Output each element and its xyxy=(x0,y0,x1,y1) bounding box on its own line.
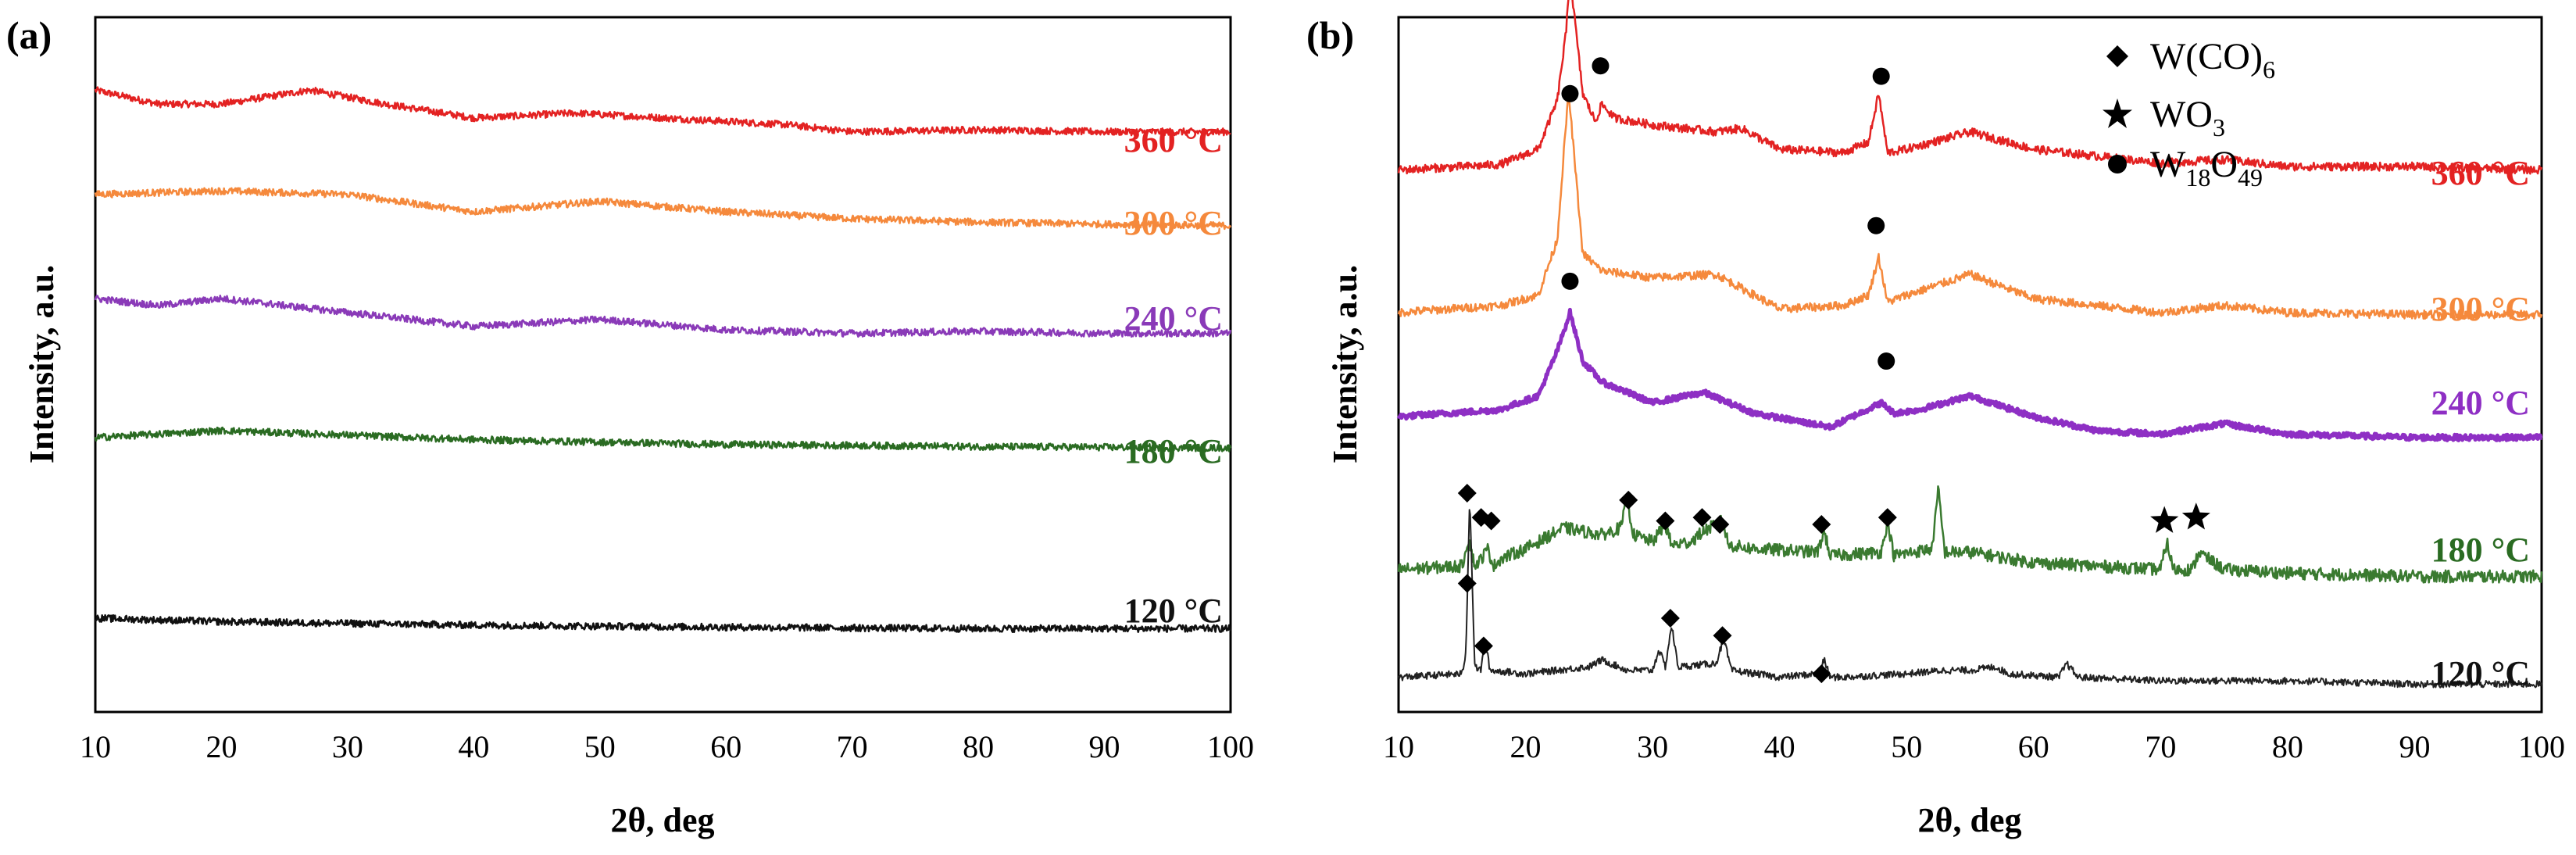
panel-b-label-360: 360 °C xyxy=(2431,154,2530,192)
phase-marker-diamond-icon xyxy=(1713,626,1732,646)
phase-marker-circle-icon xyxy=(1561,272,1579,290)
phase-marker-diamond-icon xyxy=(1878,508,1897,528)
panel-b-series-240C xyxy=(1396,307,2543,442)
phase-marker-circle-icon xyxy=(1867,216,1885,234)
panel-b-label-300: 300 °C xyxy=(2431,290,2530,328)
phase-marker-diamond-icon xyxy=(1812,664,1831,684)
panel-b-label-180: 180 °C xyxy=(2431,531,2530,569)
panel-a-x-tick-100: 100 xyxy=(1207,729,1254,764)
phase-marker-diamond-icon xyxy=(1692,508,1712,528)
panel-b-x-tick-90: 90 xyxy=(2399,729,2430,764)
panel-b-series-300C xyxy=(1397,94,2543,320)
phase-marker-diamond-icon xyxy=(1474,636,1493,656)
panel-b-x-tick-20: 20 xyxy=(1510,729,1542,764)
panel-b-x-tick-labels: 10 20 30 40 50 60 70 80 90 100 xyxy=(1383,729,2565,764)
panel-b-x-axis-title: 2θ, deg xyxy=(1918,801,2022,839)
panel-a-label-300: 300 °C xyxy=(1124,204,1223,242)
phase-marker-diamond-icon xyxy=(1812,514,1831,534)
panel-b-series-group xyxy=(1396,0,2543,689)
phase-marker-diamond-icon xyxy=(1656,511,1675,531)
panel-a-x-tick-labels: 10 20 30 40 50 60 70 80 90 100 xyxy=(80,729,1254,764)
panel-b-series-120C xyxy=(1398,509,2542,689)
legend-label-wo3: WO3 xyxy=(2150,94,2225,141)
panel-b-x-tick-100: 100 xyxy=(2518,729,2565,764)
panel-b-x-tick-40: 40 xyxy=(1764,729,1795,764)
panel-a-series-120C xyxy=(94,614,1232,633)
panel-a-label-240: 240 °C xyxy=(1124,299,1223,338)
panel-b-y-axis-title: Intensity, a.u. xyxy=(1326,265,1364,463)
panel-a-x-tick-10: 10 xyxy=(80,729,111,764)
panel-b-x-tick-70: 70 xyxy=(2145,729,2176,764)
phase-marker-diamond-icon xyxy=(1457,574,1477,593)
panel-b-x-tick-80: 80 xyxy=(2272,729,2303,764)
panel-a: (a) 10 20 30 40 50 60 70 80 90 100 2θ, deg Intens… xyxy=(6,13,1254,839)
panel-a-plot-area xyxy=(94,16,1232,714)
panel-a-y-axis-title: Intensity, a.u. xyxy=(23,265,61,463)
panel-a-x-tick-70: 70 xyxy=(837,729,868,764)
panel-a-x-axis-title: 2θ, deg xyxy=(611,801,715,839)
panel-b-letter: (b) xyxy=(1306,13,1354,57)
panel-a-x-tick-20: 20 xyxy=(205,729,237,764)
phase-marker-circle-icon xyxy=(1561,84,1579,102)
panel-b-x-tick-30: 30 xyxy=(1637,729,1668,764)
panel-a-series-300C xyxy=(94,187,1232,231)
panel-a-series-180C xyxy=(94,426,1232,453)
panel-b-x-tick-10: 10 xyxy=(1383,729,1414,764)
panel-a-x-tick-50: 50 xyxy=(584,729,616,764)
phase-marker-star-icon xyxy=(2181,503,2210,530)
panel-b-phase-markers xyxy=(1457,57,2210,684)
panel-b-series-360C xyxy=(1397,0,2543,175)
panel-a-x-tick-60: 60 xyxy=(710,729,741,764)
phase-marker-circle-icon xyxy=(1878,352,1895,370)
legend-star-icon xyxy=(2103,98,2132,128)
legend-label-w18o49: W18O49 xyxy=(2150,144,2263,191)
panel-b-x-tick-60: 60 xyxy=(2018,729,2049,764)
panel-a-x-tick-90: 90 xyxy=(1089,729,1120,764)
panel-a-x-tick-40: 40 xyxy=(458,729,489,764)
phase-marker-diamond-icon xyxy=(1619,490,1638,510)
panel-a-series-240C xyxy=(94,295,1232,338)
legend-circle-icon xyxy=(2108,155,2127,174)
panel-a-x-tick-80: 80 xyxy=(963,729,994,764)
panel-a-label-180: 180 °C xyxy=(1124,432,1223,470)
panel-a-label-120: 120 °C xyxy=(1124,592,1223,630)
panel-a-series-group xyxy=(94,86,1232,633)
panel-a-letter: (a) xyxy=(6,13,52,57)
phase-marker-star-icon xyxy=(2150,506,2179,533)
phase-marker-diamond-icon xyxy=(1710,514,1730,534)
panel-b-legend: W(CO)6 WO3 W18O49 xyxy=(2103,36,2275,191)
phase-marker-diamond-icon xyxy=(1481,511,1501,531)
panel-b-label-120: 120 °C xyxy=(2431,654,2530,692)
panel-b-x-tick-50: 50 xyxy=(1891,729,1922,764)
panel-b: (b) 10 20 30 40 50 60 70 80 90 100 2θ, deg Intens… xyxy=(1306,0,2565,839)
panel-a-label-360: 360 °C xyxy=(1124,121,1223,159)
panel-b-label-240: 240 °C xyxy=(2431,384,2530,422)
legend-label-wco6: W(CO)6 xyxy=(2150,36,2275,84)
panel-b-series-180C xyxy=(1397,485,2543,584)
panel-b-plot-area xyxy=(1397,16,2543,714)
panel-a-x-tick-30: 30 xyxy=(332,729,363,764)
phase-marker-circle-icon xyxy=(1872,67,1890,85)
phase-marker-diamond-icon xyxy=(1457,483,1477,503)
phase-marker-circle-icon xyxy=(1592,57,1610,75)
phase-marker-diamond-icon xyxy=(1660,608,1680,628)
panel-a-series-360C xyxy=(94,86,1231,137)
legend-diamond-icon xyxy=(2106,45,2128,67)
